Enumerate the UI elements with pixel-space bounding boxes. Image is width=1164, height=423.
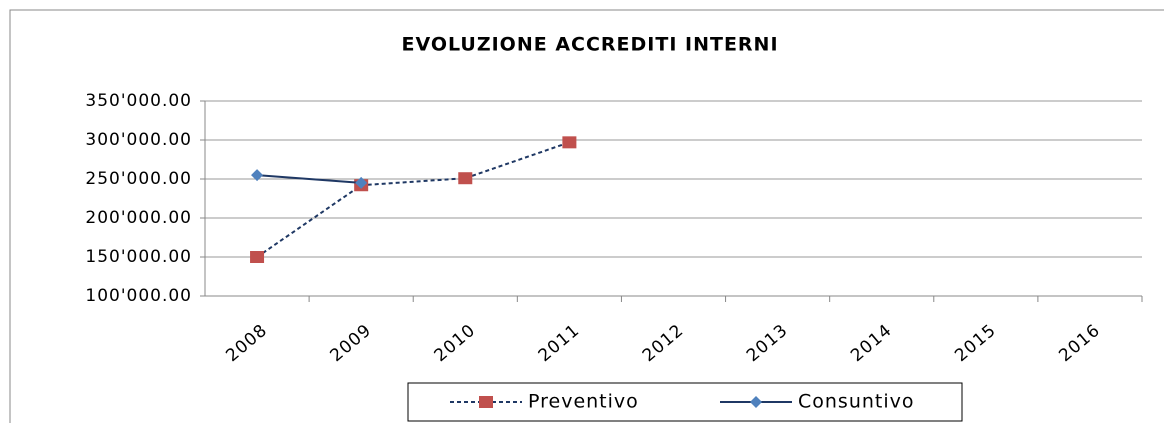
point-marker: [355, 176, 368, 189]
chart-title: EVOLUZIONE ACCREDITI INTERNI: [401, 34, 778, 56]
y-tick-label: 350'000.00: [85, 91, 192, 111]
y-tick-label: 200'000.00: [85, 208, 192, 228]
point-marker: [251, 169, 264, 182]
legend-label: Preventivo: [528, 391, 639, 413]
point-marker: [250, 251, 265, 263]
legend-marker: [479, 396, 493, 408]
y-tick-label: 250'000.00: [85, 169, 192, 189]
y-tick-label: 150'000.00: [85, 247, 192, 267]
series-line: [256, 141, 570, 258]
legend-label: Consuntivo: [798, 391, 915, 413]
point-marker: [562, 136, 577, 149]
y-tick-label: 100'000.00: [85, 286, 192, 306]
series-line: [256, 174, 362, 184]
y-tick-label: 300'000.00: [85, 130, 192, 150]
point-marker: [458, 172, 473, 185]
legend-marker: [750, 396, 762, 408]
chart-frame: [9, 9, 1164, 423]
